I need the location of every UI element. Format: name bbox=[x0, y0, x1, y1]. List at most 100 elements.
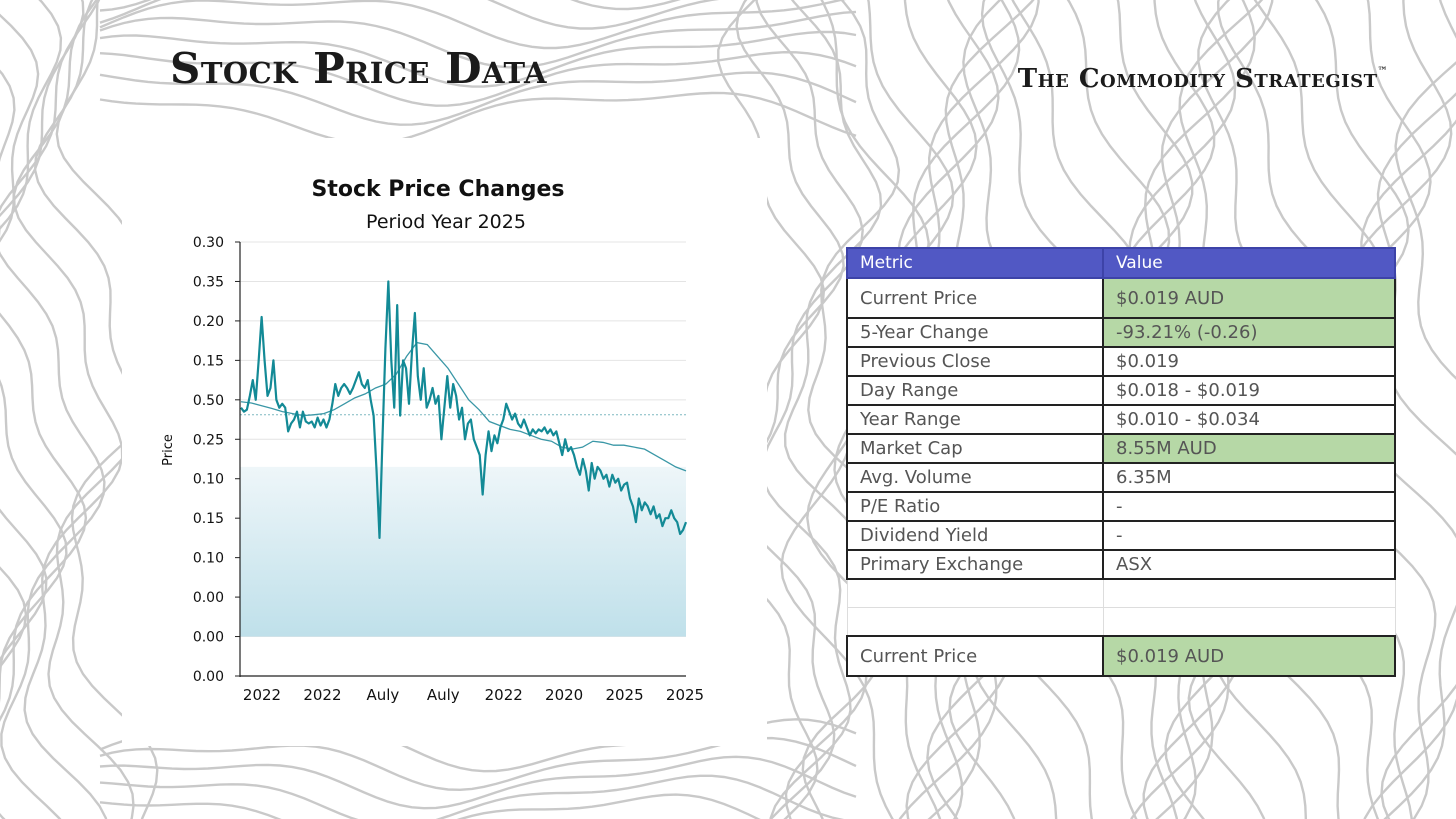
y-tick-label: 0.10 bbox=[193, 472, 224, 488]
empty-row bbox=[846, 607, 1396, 637]
contour-line bbox=[1380, 61, 1456, 819]
y-tick-labels: 0.30 0.35 0.20 0.15 0.50 0.25 0.10 0.15 0.10 0.00… bbox=[193, 235, 224, 685]
empty-cell bbox=[846, 607, 1104, 637]
y-tick-label: 0.00 bbox=[193, 630, 224, 646]
table-row: P/E Ratio - bbox=[846, 491, 1396, 522]
value-cell: $0.019 AUD bbox=[1102, 635, 1396, 677]
metric-cell: P/E Ratio bbox=[846, 491, 1104, 522]
table-row: Dividend Yield - bbox=[846, 520, 1396, 551]
brand-logo: The Commodity Strategist™ bbox=[1018, 64, 1388, 94]
contour-line bbox=[99, 755, 857, 810]
y-tick-label: 0.35 bbox=[193, 274, 224, 290]
value-cell: $0.018 - $0.019 bbox=[1102, 375, 1396, 406]
x-tick-label: 2022 bbox=[303, 686, 341, 704]
metrics-table: Metric Value Current Price $0.019 AUD 5-Ye… bbox=[846, 247, 1396, 677]
x-tick-label: 2022 bbox=[243, 686, 281, 704]
value-cell: 6.35M bbox=[1102, 462, 1396, 493]
y-tick-label: 0.15 bbox=[193, 511, 224, 527]
table-row: 5-Year Change -93.21% (-0.26) bbox=[846, 317, 1396, 348]
table-row: Avg. Volume 6.35M bbox=[846, 462, 1396, 493]
table-row: Market Cap 8.55M AUD bbox=[846, 433, 1396, 464]
page-title: Stock Price Data bbox=[170, 44, 547, 93]
contour-line bbox=[99, 10, 857, 69]
empty-cell bbox=[1102, 578, 1396, 608]
contour-line bbox=[0, 69, 28, 669]
axes bbox=[235, 241, 686, 677]
series-price-line bbox=[240, 280, 688, 540]
metric-cell: Year Range bbox=[846, 404, 1104, 435]
brand-name: The Commodity Strategist bbox=[1017, 64, 1378, 94]
price-line bbox=[240, 280, 688, 540]
contour-line bbox=[99, 71, 857, 126]
contour-line bbox=[0, 13, 48, 662]
value-cell: 8.55M AUD bbox=[1102, 433, 1396, 464]
value-cell: $0.019 bbox=[1102, 346, 1396, 377]
header-value: Value bbox=[1102, 247, 1396, 279]
trademark-mark: ™ bbox=[1377, 66, 1388, 77]
table-header-row: Metric Value bbox=[846, 247, 1396, 279]
value-cell: $0.019 AUD bbox=[1102, 277, 1396, 319]
metric-cell: 5-Year Change bbox=[846, 317, 1104, 348]
contour-line bbox=[0, 0, 68, 704]
area-fill bbox=[240, 466, 686, 637]
value-cell: -93.21% (-0.26) bbox=[1102, 317, 1396, 348]
metric-cell: Previous Close bbox=[846, 346, 1104, 377]
contour-line bbox=[99, 0, 847, 50]
value-cell: - bbox=[1102, 520, 1396, 551]
y-tick-label: 0.30 bbox=[193, 235, 224, 251]
contour-line bbox=[0, 0, 106, 819]
contour-line bbox=[801, 0, 901, 819]
y-tick-label: 0.10 bbox=[193, 551, 224, 567]
y-tick-label: 0.15 bbox=[193, 353, 224, 369]
metric-cell: Primary Exchange bbox=[846, 549, 1104, 580]
x-tick-labels: 2022 2022 Auly Auly 2022 2020 2025 2025 bbox=[243, 686, 704, 704]
contour-line bbox=[0, 0, 88, 819]
contour-line bbox=[99, 30, 857, 88]
x-tick-label: 2020 bbox=[545, 686, 583, 704]
x-tick-label: 2025 bbox=[666, 686, 704, 704]
metric-cell: Market Cap bbox=[846, 433, 1104, 464]
chart-title: Stock Price Changes bbox=[311, 177, 564, 202]
contour-line bbox=[99, 793, 761, 819]
x-tick-label: Auly bbox=[427, 686, 460, 704]
header-metric: Metric bbox=[846, 247, 1104, 279]
x-tick-label: 2025 bbox=[605, 686, 643, 704]
table-row: Current Price $0.019 AUD bbox=[846, 277, 1396, 319]
y-tick-label: 0.00 bbox=[193, 590, 224, 606]
contour-line bbox=[99, 91, 857, 145]
value-cell: ASX bbox=[1102, 549, 1396, 580]
metrics-table-container: Metric Value Current Price $0.019 AUD 5-Ye… bbox=[846, 247, 1396, 677]
metric-cell: Day Range bbox=[846, 375, 1104, 406]
stock-price-chart: Stock Price Changes Period Year 2025 Pri… bbox=[161, 177, 704, 704]
value-cell: $0.010 - $0.034 bbox=[1102, 404, 1396, 435]
chart-subtitle: Period Year 2025 bbox=[366, 211, 526, 233]
table-row: Previous Close $0.019 bbox=[846, 346, 1396, 377]
table-row: Day Range $0.018 - $0.019 bbox=[846, 375, 1396, 406]
y-tick-label: 0.20 bbox=[193, 314, 224, 330]
series-trend-line bbox=[240, 341, 687, 472]
chart-card: Stock Price Changes Period Year 2025 Pri… bbox=[122, 138, 767, 746]
area-rect bbox=[240, 466, 686, 637]
contour-line bbox=[1363, 92, 1456, 819]
empty-cell bbox=[846, 578, 1104, 608]
metric-cell: Avg. Volume bbox=[846, 462, 1104, 493]
metric-cell: Current Price bbox=[846, 635, 1104, 677]
y-tick-label: 0.50 bbox=[193, 393, 224, 409]
table-row: Current Price $0.019 AUD bbox=[846, 635, 1396, 677]
contour-line bbox=[99, 50, 857, 107]
y-axis-label: Price bbox=[161, 434, 176, 466]
contour-line bbox=[783, 0, 883, 819]
contour-line bbox=[12, 0, 124, 819]
x-tick-label: Auly bbox=[366, 686, 399, 704]
value-cell: - bbox=[1102, 491, 1396, 522]
y-tick-label: 0.00 bbox=[193, 669, 224, 685]
contour-line bbox=[99, 774, 845, 819]
empty-cell bbox=[1102, 607, 1396, 637]
y-tick-label: 0.25 bbox=[193, 432, 224, 448]
trend-line bbox=[240, 341, 687, 472]
contour-line bbox=[735, 0, 845, 819]
metric-cell: Current Price bbox=[846, 277, 1104, 319]
table-row: Year Range $0.010 - $0.034 bbox=[846, 404, 1396, 435]
x-tick-label: 2022 bbox=[485, 686, 523, 704]
table-row: Primary Exchange ASX bbox=[846, 549, 1396, 580]
